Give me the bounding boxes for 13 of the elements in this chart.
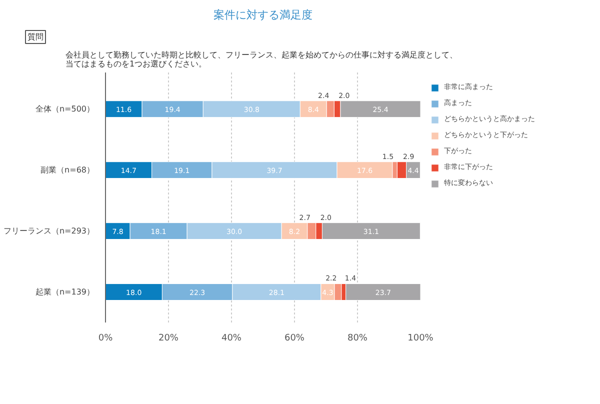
x-tick-label: 80% (348, 334, 368, 344)
x-tick-label: 20% (158, 334, 179, 344)
x-tick-label: 40% (222, 334, 242, 344)
y-tick-label: 副業（n=68） (40, 166, 94, 175)
chart-subtitle: 会社員として勤務していた時期と比較して、フリーランス、起業を始めてからの仕事に対する満足度として、当てはまるものを1つお選びください。 (66, 50, 458, 68)
y-tick-label: 全体（n=500） (35, 104, 95, 114)
x-tick-label: 60% (284, 334, 305, 344)
y-tick-label: フリーランス（n=293） (3, 226, 95, 236)
chart-title: 案件に対する満足度 (214, 8, 312, 22)
x-tick-label: 0% (98, 334, 114, 344)
y-tick-label: 起業（n=139） (35, 288, 95, 297)
text: 質問 (28, 32, 44, 42)
x-tick-label: 100% (408, 334, 434, 344)
